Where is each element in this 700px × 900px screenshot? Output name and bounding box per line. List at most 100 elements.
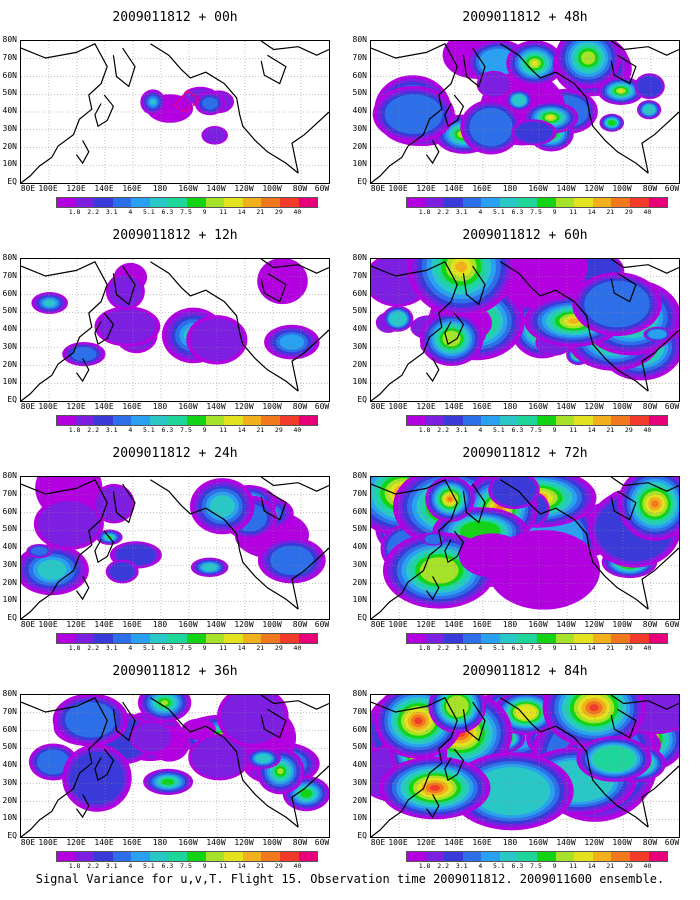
coastline [94, 748, 115, 782]
colorbar-tick-label: 9 [202, 426, 207, 434]
latitude-tick-label: EQ [357, 395, 367, 404]
variance-contour [132, 722, 171, 752]
latitude-tick-label: 70N [352, 488, 367, 498]
colorbar-swatch [57, 634, 76, 643]
variance-contour [31, 546, 48, 556]
latitude-tick-label: 10N [352, 377, 367, 387]
colorbar-tick-label: 29 [624, 644, 633, 652]
latitude-axis: 80N 70N 60N 50N 40N 30N 20N 10N EQ [0, 690, 19, 840]
colorbar-tick-label: 4 [128, 208, 133, 216]
colorbar-tick-label: 2.2 [87, 208, 100, 216]
latitude-tick-label: EQ [7, 177, 17, 186]
colorbar-tick-label: 5.1 [142, 426, 155, 434]
coastline [610, 490, 637, 521]
colorbar-swatch [242, 634, 262, 643]
longitude-tick-label: 60W [664, 838, 680, 847]
colorbar-tick-label: 21 [256, 426, 265, 434]
colorbar-swatch [94, 852, 113, 861]
variance-contour [607, 120, 616, 126]
colorbar-swatch [224, 416, 243, 425]
colorbar-swatch [205, 852, 225, 861]
longitude-tick-label: 180 [502, 620, 518, 629]
colorbar-tick-label: 9 [552, 208, 557, 216]
colorbar-tick-label: 4 [128, 862, 133, 870]
longitude-axis: 80E 100E 120E 140E 160E 180 160W 140W 120W 100W 80… [20, 620, 330, 630]
coastline [610, 695, 679, 710]
latitude-tick-label: 20N [2, 795, 17, 805]
colorbar-tick-label: 11 [569, 644, 578, 652]
longitude-tick-label: 60W [664, 402, 680, 411]
longitude-tick-label: 180 [152, 184, 168, 193]
map-panel: 2009011812 + 84h 80N 70N 60N 50N 40N 30N 20N 10N… [350, 654, 700, 870]
colorbar-tick-label: 40 [293, 426, 302, 434]
colorbar-tick-label: 5.1 [492, 208, 505, 216]
colorbar-tick-label: 40 [643, 426, 652, 434]
colorbar-tick-label: 4 [128, 644, 133, 652]
colorbar-tick-label: 5.1 [142, 644, 155, 652]
variance-contour [99, 309, 156, 344]
panel-title: 2009011812 + 84h [462, 664, 588, 679]
colorbar-tick-label: 1.8 [68, 862, 81, 870]
longitude-tick-label: 160E [472, 184, 492, 193]
colorbar-tick-label: 14 [587, 426, 596, 434]
colorbar-tick-label: 2.2 [87, 862, 100, 870]
longitude-tick-label: 100E [388, 184, 408, 193]
latitude-tick-label: 10N [2, 595, 17, 605]
variance-contour [36, 749, 70, 775]
variance-contour [455, 261, 468, 273]
coastline [371, 479, 458, 619]
variance-contour [191, 736, 248, 778]
colorbar-swatch [407, 198, 426, 207]
colorbar-swatch [499, 416, 519, 425]
coastline [260, 41, 329, 56]
colorbar-swatch [298, 852, 318, 861]
colorbar-swatch [168, 416, 188, 425]
coastline [112, 483, 136, 524]
variance-contour [161, 700, 169, 706]
colorbar-tick-label: 6.3 [511, 862, 524, 870]
colorbar-swatch [131, 634, 150, 643]
latitude-axis: 80N 70N 60N 50N 40N 30N 20N 10N EQ [0, 254, 19, 404]
variance-contour [384, 94, 443, 134]
panel-title: 2009011812 + 72h [462, 446, 588, 461]
latitude-tick-label: EQ [7, 613, 17, 622]
latitude-tick-label: 70N [2, 488, 17, 498]
latitude-tick-label: 70N [352, 52, 367, 62]
colorbar-swatch [425, 634, 445, 643]
colorbar-swatch [629, 852, 649, 861]
variance-contour [618, 89, 624, 93]
coastline [94, 94, 115, 128]
longitude-tick-label: 180 [152, 620, 168, 629]
longitude-tick-label: 180 [502, 402, 518, 411]
coastline [260, 490, 287, 521]
longitude-tick-label: 80E [370, 402, 386, 411]
colorbar-swatch [94, 416, 113, 425]
colorbar-tick-label: 1.8 [68, 644, 81, 652]
colorbar-tick-label: 1.8 [418, 644, 431, 652]
latitude-tick-label: 70N [2, 706, 17, 716]
colorbar-tick-label: 40 [643, 862, 652, 870]
colorbar-tick-label: 11 [219, 426, 228, 434]
colorbar-swatch [75, 852, 95, 861]
latitude-tick-label: 50N [352, 306, 367, 316]
coastline [444, 312, 465, 346]
panel-title: 2009011812 + 60h [462, 228, 588, 243]
colorbar-swatch [629, 416, 649, 425]
longitude-tick-label: 100W [262, 620, 282, 629]
colorbar-tick-label: 6.3 [511, 208, 524, 216]
latitude-tick-label: 80N [2, 35, 17, 44]
coastline [291, 111, 329, 174]
map-panel: 2009011812 + 72h 80N 70N 60N 50N 40N 30N 20N 10N… [350, 436, 700, 652]
variance-contour [419, 557, 459, 584]
colorbar-tick-label: 21 [256, 862, 265, 870]
latitude-tick-label: 40N [352, 324, 367, 333]
latitude-tick-label: 50N [352, 88, 367, 98]
colorbar-swatch [187, 634, 206, 643]
colorbar-tick-label: 21 [256, 208, 265, 216]
coastline [425, 576, 440, 601]
colorbar-swatch [537, 634, 556, 643]
longitude-tick-label: 160W [528, 184, 548, 193]
variance-contour [71, 347, 97, 362]
coastline [94, 530, 115, 564]
colorbar-swatch [462, 416, 482, 425]
